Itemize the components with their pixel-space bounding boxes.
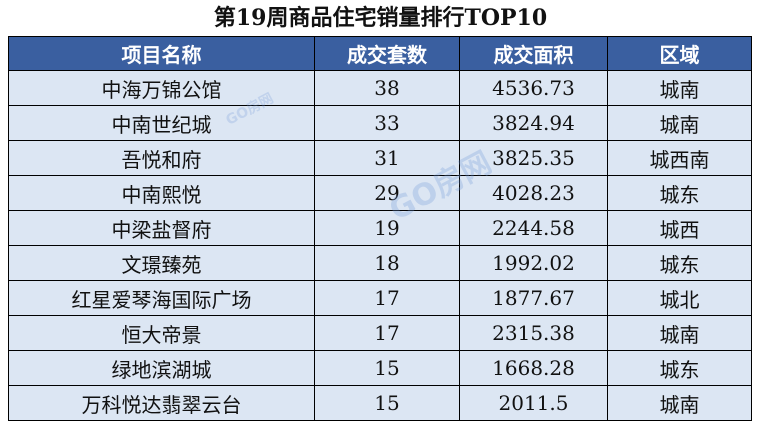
cell-units-sold: 33 xyxy=(314,105,460,141)
table-row: 中南熙悦 29 4028.23 城东 xyxy=(8,175,752,211)
table-row: 红星爱琴海国际广场 17 1877.67 城北 xyxy=(8,280,752,316)
header-district: 区域 xyxy=(607,36,752,71)
cell-project-name: 中南熙悦 xyxy=(8,175,315,211)
header-area-sold: 成交面积 xyxy=(459,36,608,71)
cell-units-sold: 15 xyxy=(314,385,460,421)
cell-district: 城西 xyxy=(607,210,752,246)
cell-area-sold: 4536.73 xyxy=(459,70,608,106)
sales-ranking-table: 项目名称 成交套数 成交面积 区域 中海万锦公馆 38 4536.73 城南 中… xyxy=(8,36,752,421)
cell-district: 城西南 xyxy=(607,140,752,176)
cell-project-name: 绿地滨湖城 xyxy=(8,350,315,386)
table-row: 中梁盐督府 19 2244.58 城西 xyxy=(8,210,752,246)
cell-area-sold: 1877.67 xyxy=(459,280,608,316)
cell-project-name: 恒大帝景 xyxy=(8,315,315,351)
table-header-row: 项目名称 成交套数 成交面积 区域 xyxy=(8,36,752,71)
cell-units-sold: 31 xyxy=(314,140,460,176)
cell-units-sold: 18 xyxy=(314,245,460,281)
page-title: 第19周商品住宅销量排行TOP10 xyxy=(213,5,548,31)
cell-project-name: 中海万锦公馆 xyxy=(8,70,315,106)
table-row: 万科悦达翡翠云台 15 2011.5 城南 xyxy=(8,385,752,421)
cell-area-sold: 2315.38 xyxy=(459,315,608,351)
cell-project-name: 中梁盐督府 xyxy=(8,210,315,246)
cell-project-name: 中南世纪城 xyxy=(8,105,315,141)
cell-project-name: 红星爱琴海国际广场 xyxy=(8,280,315,316)
cell-district: 城东 xyxy=(607,350,752,386)
table-row: 中南世纪城 33 3824.94 城南 xyxy=(8,105,752,141)
table-row: 中海万锦公馆 38 4536.73 城南 xyxy=(8,70,752,106)
cell-area-sold: 2011.5 xyxy=(459,385,608,421)
cell-units-sold: 29 xyxy=(314,175,460,211)
cell-project-name: 文璟臻苑 xyxy=(8,245,315,281)
cell-district: 城南 xyxy=(607,315,752,351)
cell-project-name: 吾悦和府 xyxy=(8,140,315,176)
cell-area-sold: 1992.02 xyxy=(459,245,608,281)
cell-units-sold: 17 xyxy=(314,280,460,316)
cell-units-sold: 17 xyxy=(314,315,460,351)
cell-area-sold: 1668.28 xyxy=(459,350,608,386)
table-row: 吾悦和府 31 3825.35 城西南 xyxy=(8,140,752,176)
cell-project-name: 万科悦达翡翠云台 xyxy=(8,385,315,421)
cell-units-sold: 19 xyxy=(314,210,460,246)
cell-area-sold: 4028.23 xyxy=(459,175,608,211)
cell-district: 城南 xyxy=(607,70,752,106)
table-row: 文璟臻苑 18 1992.02 城东 xyxy=(8,245,752,281)
cell-district: 城北 xyxy=(607,280,752,316)
cell-units-sold: 38 xyxy=(314,70,460,106)
header-units-sold: 成交套数 xyxy=(314,36,460,71)
cell-district: 城东 xyxy=(607,245,752,281)
table-row: 恒大帝景 17 2315.38 城南 xyxy=(8,315,752,351)
cell-area-sold: 3825.35 xyxy=(459,140,608,176)
cell-district: 城南 xyxy=(607,385,752,421)
cell-district: 城东 xyxy=(607,175,752,211)
cell-district: 城南 xyxy=(607,105,752,141)
cell-area-sold: 3824.94 xyxy=(459,105,608,141)
cell-units-sold: 15 xyxy=(314,350,460,386)
header-project-name: 项目名称 xyxy=(8,36,315,71)
cell-area-sold: 2244.58 xyxy=(459,210,608,246)
table-row: 绿地滨湖城 15 1668.28 城东 xyxy=(8,350,752,386)
